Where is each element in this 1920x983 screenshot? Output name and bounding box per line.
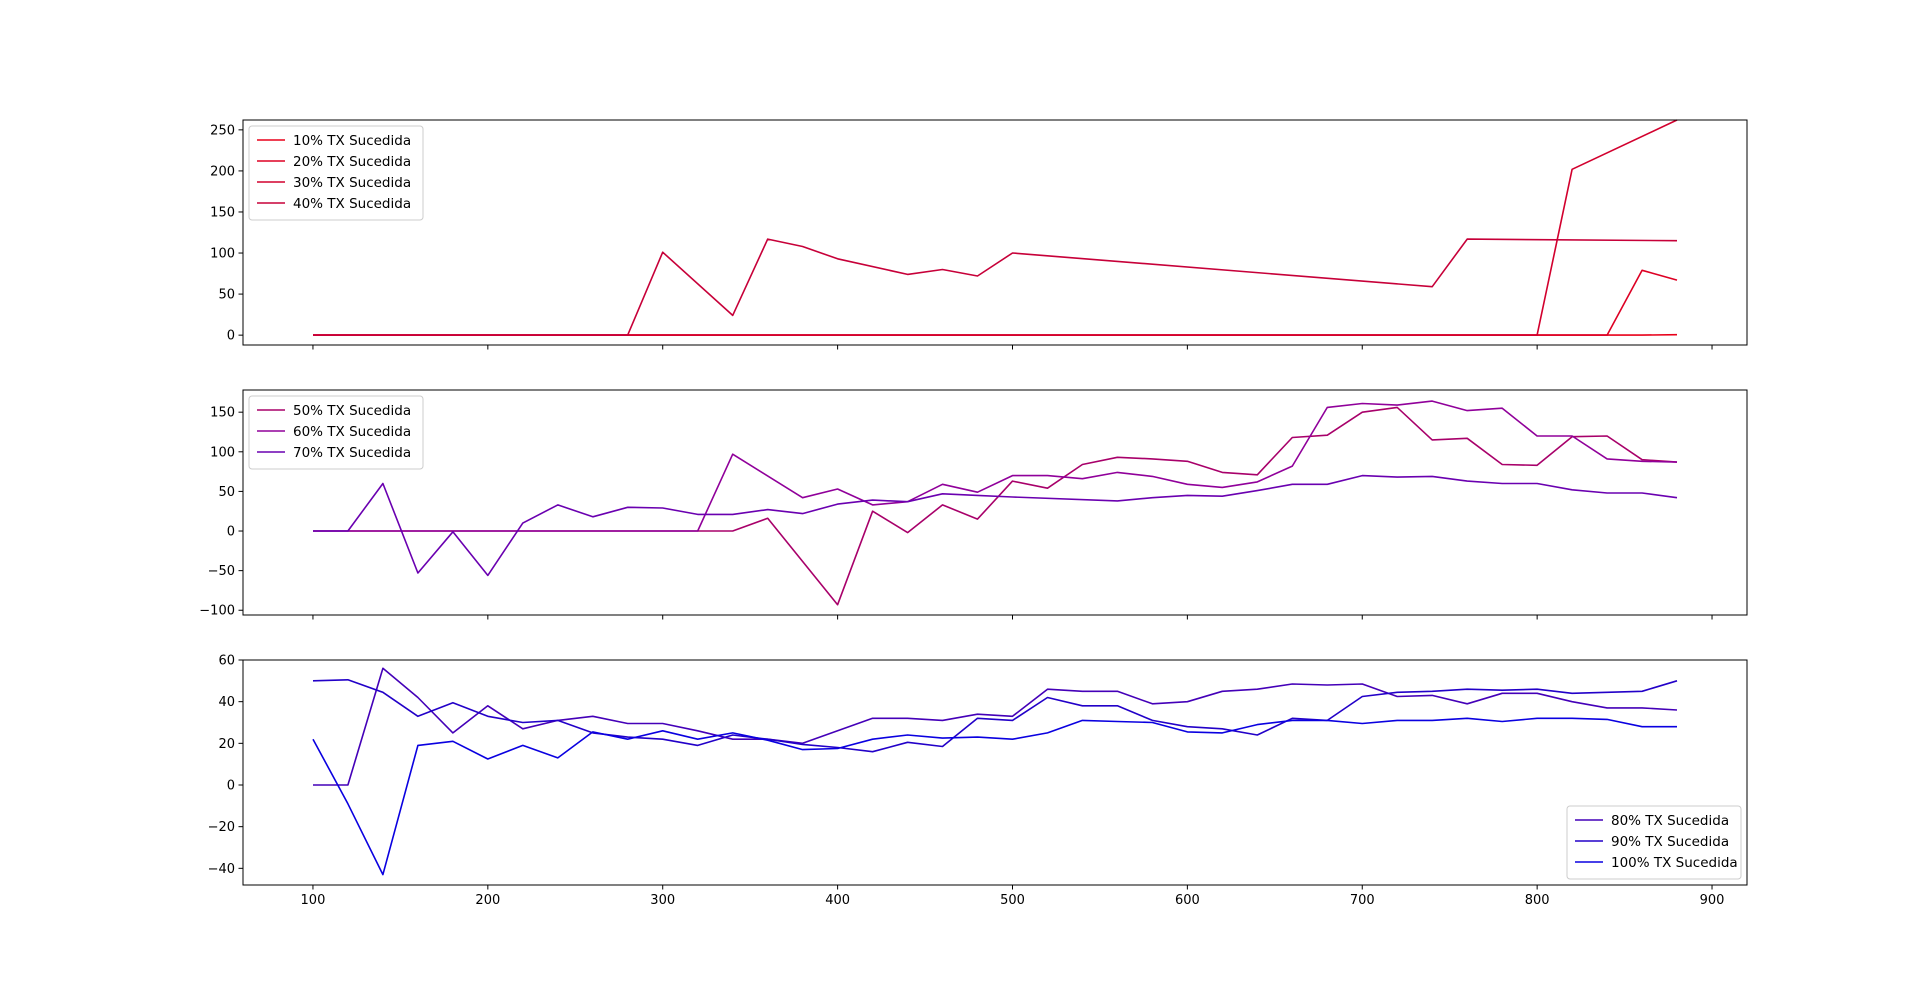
series-line-1-3 bbox=[313, 119, 1678, 336]
y-tick-label: 0 bbox=[227, 779, 235, 794]
legend-box bbox=[248, 125, 424, 221]
series-line-1-4 bbox=[313, 238, 1678, 336]
legend-box bbox=[1566, 805, 1742, 880]
legend-entry-label: 20% TX Sucedida bbox=[293, 154, 411, 170]
axes-frame bbox=[242, 659, 1748, 886]
axes-frame bbox=[242, 389, 1748, 616]
y-tick-label: 20 bbox=[218, 737, 235, 752]
y-tick-label: 0 bbox=[227, 525, 235, 540]
subplot-1: 0 50 100 150 200 250 10% TX Sucedida 20% TX Suc… bbox=[210, 119, 1748, 350]
y-tick-label: 60 bbox=[218, 654, 235, 669]
x-tick-label: 200 bbox=[475, 893, 500, 908]
y-tick-label: 100 bbox=[210, 247, 235, 262]
legend-entry-label: 70% TX Sucedida bbox=[293, 445, 411, 461]
legend-entry-label: 50% TX Sucedida bbox=[293, 403, 411, 419]
series-line-2-1 bbox=[313, 406, 1678, 606]
y-tick-label: 200 bbox=[210, 164, 235, 179]
y-tick-label: 40 bbox=[218, 695, 235, 710]
y-tick-label: −100 bbox=[199, 604, 235, 619]
series-line-2-3 bbox=[313, 474, 1678, 577]
legend: 50% TX Sucedida 60% TX Sucedida 70% TX Suc… bbox=[248, 395, 424, 470]
subplot-2: −100 −50 0 50 100 150 50% TX Sucedida 60% TX Su… bbox=[199, 389, 1748, 620]
legend: 10% TX Sucedida 20% TX Sucedida 30% TX Suc… bbox=[248, 125, 424, 221]
y-tick-label: 100 bbox=[210, 445, 235, 460]
y-tick-label: −50 bbox=[208, 564, 235, 579]
x-tick-label: 500 bbox=[1000, 893, 1025, 908]
legend-box bbox=[248, 395, 424, 470]
legend-entry-label: 90% TX Sucedida bbox=[1611, 834, 1729, 850]
y-tick-label: 150 bbox=[210, 205, 235, 220]
axes-frame bbox=[242, 119, 1748, 346]
series-line-3-3 bbox=[312, 717, 1677, 876]
series-line-3-2 bbox=[312, 678, 1678, 753]
y-tick-label: 50 bbox=[218, 485, 235, 500]
x-tick-label: 900 bbox=[1700, 893, 1725, 908]
y-tick-label: 0 bbox=[227, 329, 235, 344]
legend: 80% TX Sucedida 90% TX Sucedida 100% TX Su… bbox=[1566, 805, 1742, 880]
legend-entry-label: 100% TX Sucedida bbox=[1611, 855, 1738, 871]
legend-entry-label: 40% TX Sucedida bbox=[293, 196, 411, 212]
series-line-3-1 bbox=[313, 667, 1678, 786]
y-tick-label: −20 bbox=[208, 820, 235, 835]
x-tick-label: 400 bbox=[825, 893, 850, 908]
x-tick-label: 600 bbox=[1175, 893, 1200, 908]
y-tick-label: −40 bbox=[208, 862, 235, 877]
x-tick-label: 700 bbox=[1350, 893, 1375, 908]
legend-entry-label: 30% TX Sucedida bbox=[293, 175, 411, 191]
legend-entry-label: 80% TX Sucedida bbox=[1611, 813, 1729, 829]
legend-entry-label: 60% TX Sucedida bbox=[293, 424, 411, 440]
y-tick-label: 250 bbox=[210, 123, 235, 138]
x-tick-label: 300 bbox=[650, 893, 675, 908]
x-tick-label: 800 bbox=[1525, 893, 1550, 908]
series-line-2-2 bbox=[313, 400, 1678, 532]
y-tick-label: 50 bbox=[218, 288, 235, 303]
subplot-3: −40 −20 0 20 40 60 100 200 300 400 500 600 700 800 900… bbox=[208, 654, 1748, 908]
legend-entry-label: 10% TX Sucedida bbox=[293, 133, 411, 149]
x-tick-label: 100 bbox=[301, 893, 326, 908]
y-tick-label: 150 bbox=[210, 406, 235, 421]
